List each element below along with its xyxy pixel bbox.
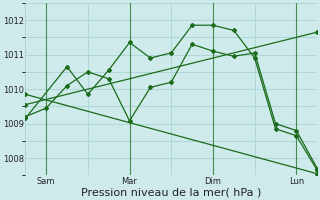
- X-axis label: Pression niveau de la mer( hPa ): Pression niveau de la mer( hPa ): [81, 187, 261, 197]
